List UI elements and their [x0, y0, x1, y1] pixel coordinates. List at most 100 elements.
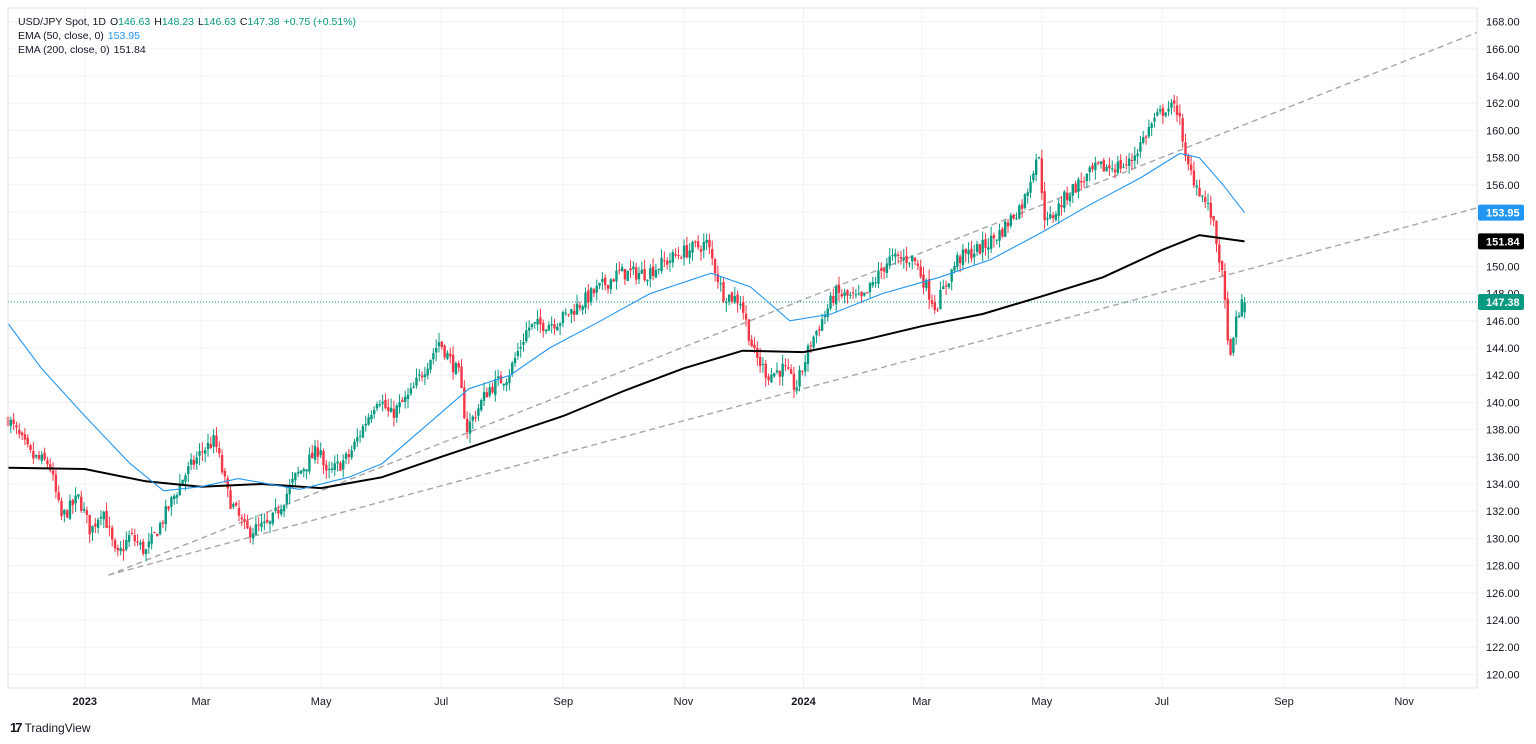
price-axis[interactable]: 120.00 122.00 124.00 126.00 128.00 130.00 132.…	[1486, 17, 1520, 682]
candle-body	[463, 387, 466, 419]
candle-body	[575, 303, 579, 315]
price-tick-label: 130.00	[1486, 533, 1520, 545]
candle-body	[150, 533, 153, 544]
candle-body	[429, 359, 432, 370]
candle-body	[308, 454, 311, 472]
candle-body	[1046, 218, 1049, 220]
candle-body	[1020, 204, 1024, 209]
candle-body	[260, 522, 263, 528]
candle-body	[1060, 205, 1063, 208]
candle-body	[1243, 302, 1246, 313]
candle-body	[144, 549, 148, 555]
price-tick-label: 140.00	[1486, 397, 1520, 409]
candle-body	[998, 230, 1001, 241]
candle-body	[1125, 164, 1128, 166]
candle-body	[474, 417, 477, 419]
candle-body	[139, 542, 142, 545]
candle-body	[930, 299, 934, 304]
candle-body	[542, 322, 545, 331]
candle-body	[105, 510, 108, 528]
candle-body	[223, 470, 227, 477]
candle-body	[471, 416, 474, 421]
candle-body	[468, 421, 472, 434]
candle-body	[942, 286, 945, 290]
candle-body	[651, 266, 655, 277]
candle-body	[646, 279, 649, 282]
candle-body	[246, 520, 249, 529]
candle-body	[1192, 170, 1196, 186]
candle-body	[868, 283, 872, 293]
candle-body	[1023, 194, 1027, 208]
candle-body	[361, 426, 365, 438]
candle-body	[882, 268, 886, 272]
candle-body	[544, 329, 548, 332]
candle-body	[522, 342, 525, 345]
candle-body	[1105, 166, 1108, 172]
candle-body	[491, 386, 494, 393]
candle-body	[387, 407, 390, 412]
candle-body	[1215, 220, 1218, 244]
candle-body	[218, 448, 221, 454]
candle-body	[1003, 221, 1007, 237]
candle-body	[184, 475, 187, 482]
candle-body	[494, 379, 497, 395]
candle-body	[1091, 165, 1094, 170]
candle-body	[820, 319, 824, 331]
candle-body	[970, 248, 973, 259]
candle-body	[1063, 191, 1066, 208]
candle-body	[654, 269, 658, 278]
candle-body	[111, 527, 114, 540]
candle-body	[164, 506, 167, 525]
price-tick-label: 168.00	[1486, 17, 1520, 29]
ema50-label: EMA (50, close, 0)	[18, 30, 104, 42]
ema50-line	[7, 152, 1246, 492]
candle-body	[234, 502, 238, 506]
candle-body	[558, 323, 562, 326]
candle-body	[423, 374, 427, 377]
ema50-row[interactable]: EMA (50, close, 0) 153.95	[18, 29, 360, 43]
grid-lines	[8, 8, 1477, 688]
candle-body	[967, 249, 970, 255]
candle-body	[961, 249, 965, 265]
ema200-row[interactable]: EMA (200, close, 0) 151.84	[18, 43, 360, 57]
candle-body	[1133, 155, 1136, 161]
price-tick-label: 156.00	[1486, 180, 1520, 192]
candle-body	[268, 521, 272, 524]
time-axis[interactable]: 2023 Mar May Jul Sep Nov 2024 Mar May Jul Sep Nov	[73, 696, 1415, 708]
candle-body	[251, 533, 255, 539]
candle-body	[513, 357, 517, 364]
candle-body	[370, 414, 373, 420]
candle-body	[175, 495, 179, 498]
candle-body	[849, 294, 852, 296]
candle-body	[860, 291, 863, 297]
symbol-label[interactable]: USD/JPY Spot, 1D	[18, 16, 106, 28]
candles	[6, 94, 1246, 562]
candle-body	[215, 435, 218, 447]
candle-body	[888, 256, 891, 266]
candle-body	[987, 247, 990, 250]
candle-body	[973, 253, 976, 258]
tradingview-brand[interactable]: 17 TradingView	[10, 720, 91, 735]
candle-body	[589, 288, 593, 302]
candle-body	[863, 292, 866, 296]
candle-body	[451, 354, 455, 373]
candle-body	[705, 239, 708, 243]
candle-body	[499, 375, 503, 384]
candle-body	[68, 500, 72, 519]
candle-body	[615, 270, 618, 282]
price-tick-label: 158.00	[1486, 153, 1520, 165]
candle-body	[265, 519, 269, 523]
candle-body	[722, 282, 725, 302]
candle-body	[46, 460, 49, 465]
candle-body	[894, 253, 897, 257]
candle-body	[153, 532, 156, 534]
price-badge-label: 147.38	[1486, 297, 1520, 309]
candle-body	[1195, 185, 1198, 188]
candle-body	[1226, 298, 1229, 341]
candle-body	[347, 454, 351, 458]
candle-body	[933, 302, 936, 311]
candle-body	[733, 296, 736, 303]
candle-body	[1074, 183, 1077, 193]
candle-body	[1147, 127, 1151, 137]
